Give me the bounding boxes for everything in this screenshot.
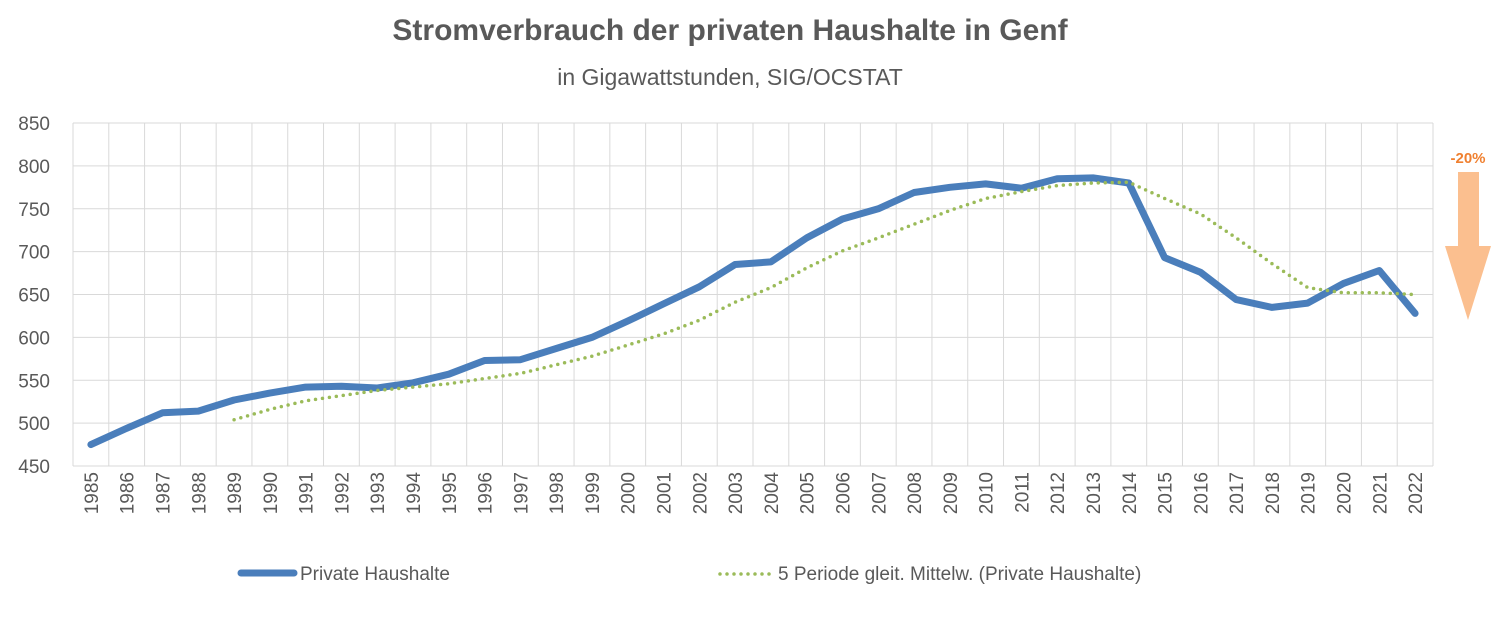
x-tick-label: 2019 — [1299, 472, 1320, 514]
x-tick-label: 1989 — [225, 472, 246, 514]
x-tick-label: 2006 — [833, 472, 854, 514]
x-tick-label: 2004 — [762, 472, 783, 515]
legend: Private Haushalte 5 Periode gleit. Mittel… — [237, 564, 1141, 585]
x-tick-label: 1994 — [404, 472, 425, 515]
x-tick-label: 2015 — [1156, 472, 1177, 514]
x-tick-label: 2002 — [690, 472, 711, 514]
y-tick-label: 600 — [18, 328, 50, 349]
x-tick-label: 2009 — [941, 472, 962, 514]
x-tick-label: 1996 — [476, 472, 497, 514]
x-tick-label: 1993 — [368, 472, 389, 514]
y-tick-label: 700 — [18, 243, 50, 264]
y-tick-label: 500 — [18, 414, 50, 435]
x-tick-label: 1988 — [189, 472, 210, 514]
y-tick-label: 800 — [18, 157, 50, 178]
moving-average-line — [232, 180, 1417, 422]
change-percent-label: -20% — [1450, 150, 1485, 167]
legend-label-moving-average: 5 Periode gleit. Mittelw. (Private Haush… — [778, 564, 1141, 585]
x-tick-label: 2013 — [1084, 472, 1105, 514]
private-households-line — [87, 174, 1419, 449]
x-tick-label: 1997 — [511, 472, 532, 514]
x-tick-label: 2007 — [869, 472, 890, 514]
x-tick-label: 1995 — [440, 472, 461, 514]
change-annotation: -20% — [1445, 150, 1491, 320]
x-tick-label: 1990 — [261, 472, 282, 514]
chart-subtitle: in Gigawattstunden, SIG/OCSTAT — [557, 64, 903, 90]
x-tick-label: 2005 — [798, 472, 819, 514]
x-tick-label: 2017 — [1227, 472, 1248, 514]
y-tick-label: 450 — [18, 457, 50, 478]
legend-label-private-households: Private Haushalte — [300, 564, 450, 585]
x-tick-label: 1991 — [297, 472, 318, 514]
y-tick-label: 850 — [18, 114, 50, 135]
x-tick-label: 2001 — [655, 472, 676, 514]
x-tick-label: 1992 — [332, 472, 353, 514]
x-tick-label: 2010 — [977, 472, 998, 514]
x-tick-label: 2016 — [1191, 472, 1212, 514]
x-tick-label: 1987 — [153, 472, 174, 514]
x-tick-label: 2020 — [1335, 472, 1356, 514]
y-tick-label: 750 — [18, 200, 50, 221]
x-tick-label: 2008 — [905, 472, 926, 514]
y-axis-ticks: 450 500 550 600 650 700 750 800 850 — [18, 114, 50, 478]
x-tick-label: 2011 — [1012, 472, 1033, 513]
x-tick-label: 2021 — [1370, 472, 1391, 514]
x-tick-label: 1986 — [118, 472, 139, 514]
y-tick-label: 550 — [18, 371, 50, 392]
x-tick-label: 2003 — [726, 472, 747, 514]
x-tick-label: 1985 — [82, 472, 103, 514]
x-tick-label: 2018 — [1263, 472, 1284, 514]
x-tick-label: 2022 — [1406, 472, 1427, 514]
x-tick-label: 1999 — [583, 472, 604, 514]
gridlines — [72, 122, 1434, 467]
chart-title: Stromverbrauch der privaten Haushalte in… — [392, 14, 1068, 47]
down-arrow-icon — [1445, 172, 1491, 320]
x-axis-ticks: 1985 1986 1987 1988 1989 1990 1991 1992 1993 1994… — [82, 472, 1427, 515]
y-tick-label: 650 — [18, 286, 50, 307]
x-tick-label: 2014 — [1120, 472, 1141, 515]
x-tick-label: 2000 — [619, 472, 640, 514]
x-tick-label: 2012 — [1048, 472, 1069, 514]
x-tick-label: 1998 — [547, 472, 568, 514]
series-lines — [87, 174, 1419, 449]
